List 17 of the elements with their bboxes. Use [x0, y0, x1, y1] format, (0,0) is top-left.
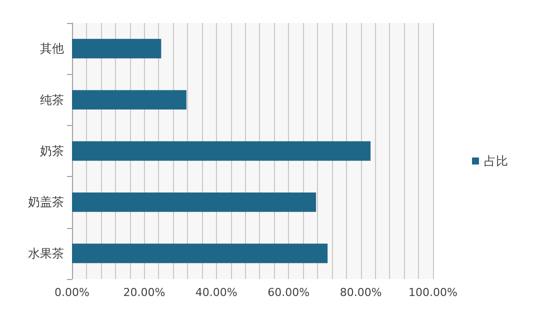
bar [72, 244, 328, 264]
y-tick-label: 奶盖茶 [28, 195, 64, 210]
x-tick-label: 0.00% [54, 286, 90, 299]
x-tick-label: 80.00% [340, 286, 382, 299]
bar [72, 141, 371, 161]
y-tick-label: 纯茶 [40, 92, 64, 107]
bar [72, 90, 186, 110]
bar [72, 38, 162, 58]
y-tick-label: 奶茶 [40, 144, 64, 158]
legend-label: 占比 [484, 154, 508, 168]
y-tick-label: 水果茶 [28, 246, 64, 260]
x-tick-label: 40.00% [195, 286, 238, 299]
y-tick-label: 其他 [40, 42, 64, 56]
x-tick-label: 20.00% [123, 286, 166, 299]
x-tick-label: 60.00% [268, 286, 310, 299]
x-tick-label: 100.00% [408, 286, 458, 299]
bar [72, 192, 316, 212]
